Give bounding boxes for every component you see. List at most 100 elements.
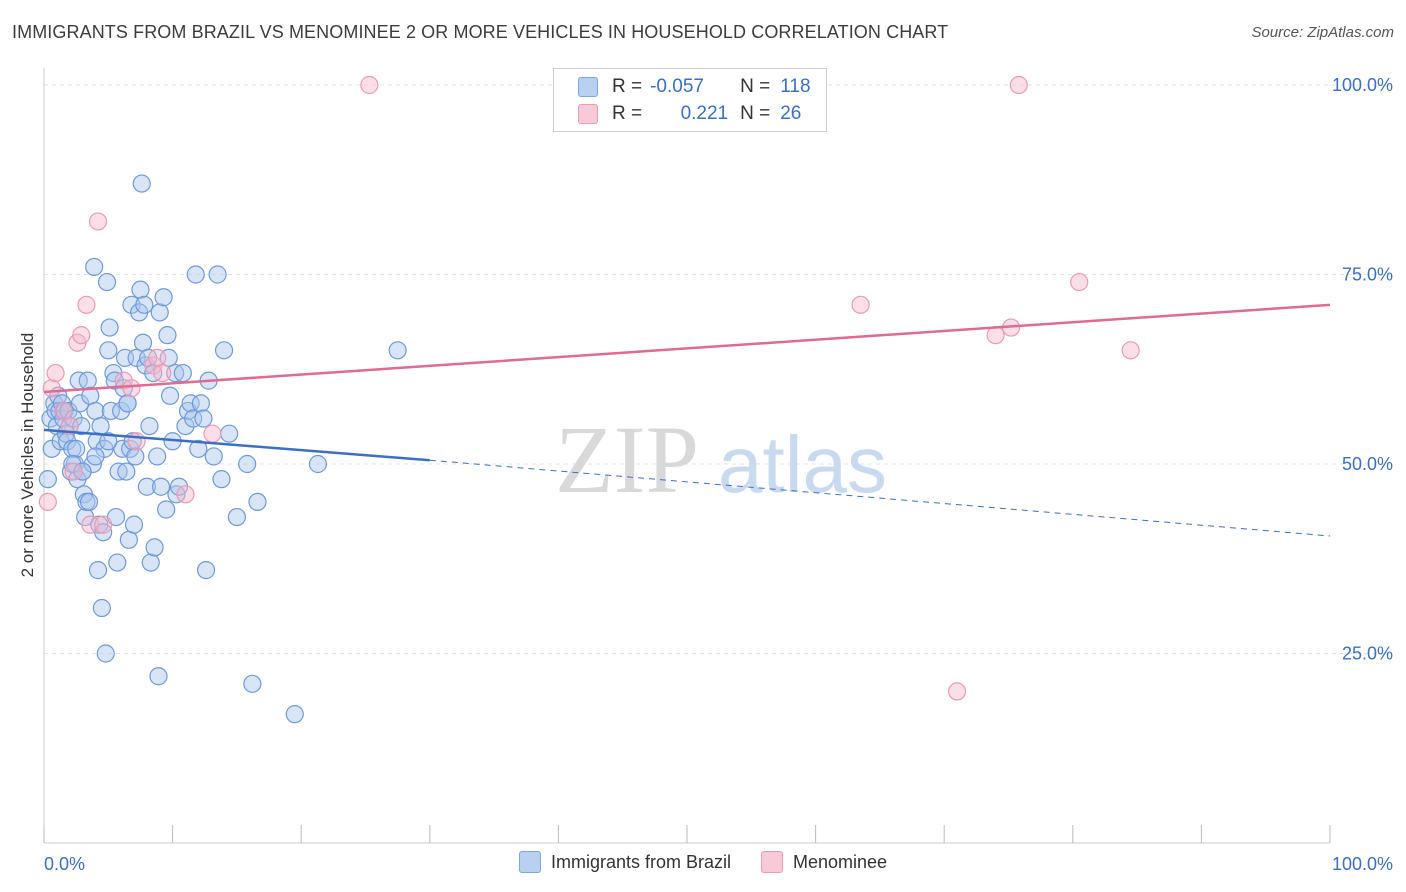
data-point-menominee [122, 379, 141, 398]
data-point-menominee [851, 295, 870, 314]
data-point-brazil [108, 553, 127, 572]
bottom-legend-label-menominee: Menominee [792, 851, 888, 872]
watermark: ZIP atlas [555, 406, 887, 513]
legend-swatch-brazil [578, 77, 598, 97]
data-point-brazil [166, 363, 185, 383]
data-point-menominee [38, 492, 57, 511]
data-point-menominee [64, 462, 83, 481]
source-label: Source: ZipAtlas.com [1251, 24, 1394, 41]
x-tick-label: 0.0% [44, 854, 85, 874]
legend-n-value: 26 [780, 103, 802, 124]
data-point-menominee [947, 682, 967, 701]
data-point-brazil [91, 417, 110, 436]
watermark-zip: ZIP [555, 406, 699, 513]
data-point-menominee [176, 485, 195, 504]
data-point-brazil [196, 561, 216, 580]
data-point-brazil [141, 553, 160, 572]
data-point-brazil [99, 341, 118, 360]
data-point-menominee [1009, 75, 1028, 95]
data-point-brazil [118, 394, 137, 413]
data-point-brazil [101, 401, 120, 421]
series-brazil-points [38, 174, 407, 724]
data-point-menominee [986, 326, 1005, 345]
data-point-brazil [109, 462, 128, 481]
data-point-brazil [308, 454, 328, 474]
data-point-menominee [127, 432, 146, 451]
data-point-menominee [72, 326, 91, 345]
data-point-brazil [149, 667, 168, 686]
data-point-brazil [238, 454, 257, 474]
data-point-brazil [158, 326, 177, 345]
data-point-brazil [88, 561, 108, 580]
data-point-brazil [122, 295, 141, 314]
data-point-brazil [285, 705, 304, 724]
x-tick-label: 100.0% [1332, 854, 1393, 874]
data-point-brazil [194, 409, 213, 428]
data-point-brazil [86, 447, 105, 466]
data-point-brazil [124, 515, 144, 534]
y-tick-label: 25.0% [1342, 644, 1393, 664]
data-point-brazil [63, 454, 82, 474]
trend-line-brazil [43, 428, 430, 462]
legend-row-brazil: R = -0.057 N = 118 [578, 74, 811, 100]
data-point-brazil [243, 674, 262, 693]
data-point-brazil [248, 492, 267, 511]
data-point-brazil [204, 447, 223, 466]
trend-lines [43, 303, 1331, 537]
data-point-brazil [191, 394, 210, 413]
data-point-brazil [78, 371, 97, 390]
data-point-menominee [88, 212, 108, 231]
bottom-legend-menominee: Menominee [760, 851, 888, 873]
data-point-brazil [140, 417, 159, 436]
bottom-legend-swatch-brazil [518, 851, 541, 873]
y-tick-label: 100.0% [1332, 75, 1393, 95]
data-point-menominee [54, 401, 73, 421]
data-point-menominee [46, 363, 65, 383]
data-point-brazil [135, 295, 154, 314]
data-point-brazil [157, 500, 176, 519]
data-point-brazil [99, 432, 118, 451]
data-point-brazil [79, 492, 99, 511]
data-point-menominee [94, 515, 113, 534]
legend-n-label: N = [740, 103, 771, 124]
y-axis-label: 2 or more Vehicles in Household [18, 332, 37, 578]
data-point-brazil [126, 447, 145, 466]
data-point-menominee [1121, 341, 1140, 360]
y-tick-label: 75.0% [1342, 265, 1393, 285]
legend-r-value: -0.057 [650, 76, 704, 97]
grid-lines [44, 84, 1390, 654]
data-point-brazil [151, 477, 171, 496]
data-point-brazil [145, 538, 164, 557]
data-point-brazil [104, 363, 123, 383]
bottom-legend-brazil: Immigrants from Brazil [518, 851, 731, 873]
data-point-menominee [360, 75, 379, 95]
data-point-menominee [42, 379, 61, 398]
data-point-brazil [160, 386, 180, 405]
legend-r-value: 0.221 [680, 103, 729, 124]
data-point-brazil [208, 265, 227, 284]
data-point-brazil [189, 439, 208, 458]
data-point-brazil [184, 409, 203, 428]
data-point-brazil [70, 394, 90, 413]
legend-row-menominee: R = 0.221 N = 26 [578, 101, 801, 127]
data-point-brazil [96, 644, 115, 663]
data-point-brazil [176, 417, 195, 436]
bottom-legend: Immigrants from Brazil Menominee [0, 851, 1406, 873]
data-point-menominee [77, 295, 96, 314]
data-point-brazil [85, 257, 104, 277]
data-point-brazil [132, 174, 151, 193]
data-point-brazil [92, 598, 111, 618]
y-tick-label: 50.0% [1342, 454, 1393, 474]
legend: R = -0.057 N = 118 R = 0.221 N = 26 [553, 68, 827, 132]
data-point-brazil [97, 272, 117, 292]
data-point-menominee [153, 363, 172, 383]
data-point-menominee [1070, 272, 1089, 292]
data-point-brazil [137, 477, 156, 496]
data-point-brazil [133, 333, 153, 352]
bottom-legend-swatch-menominee [760, 851, 783, 873]
data-point-brazil [186, 265, 205, 284]
data-point-brazil [67, 439, 86, 458]
data-point-brazil [63, 439, 82, 458]
data-point-brazil [220, 424, 239, 443]
